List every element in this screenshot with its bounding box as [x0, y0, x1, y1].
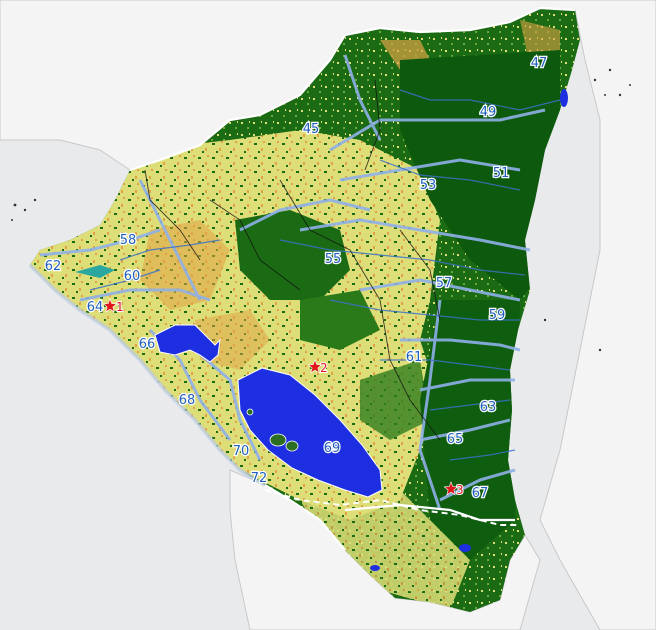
- pacific-coast-glow: [28, 263, 267, 487]
- small-lagoons: [75, 89, 568, 571]
- basin-label-53: 53: [420, 178, 437, 193]
- star-icon: [307, 359, 323, 374]
- star-icon: [102, 298, 118, 313]
- basin-label-57: 57: [436, 276, 453, 291]
- site-label-3: 3: [456, 483, 464, 497]
- study-sites: 1 2 3: [102, 298, 465, 498]
- lake-managua: [154, 324, 221, 363]
- lake-nicaragua: [237, 367, 383, 498]
- admin-lines: [144, 79, 441, 441]
- basin-label-69: 69: [324, 441, 341, 456]
- site-label-2: 2: [320, 361, 328, 375]
- basin-label-70: 70: [233, 444, 250, 459]
- basin-label-63: 63: [480, 400, 497, 415]
- lake-islands: [246, 408, 299, 452]
- site-marker-1: 1: [102, 298, 125, 315]
- star-icon: [443, 481, 459, 496]
- site-label-1: 1: [116, 300, 124, 314]
- basin-label-47: 47: [531, 56, 548, 71]
- basin-label-64: 64: [87, 300, 104, 315]
- site-marker-3: 3: [443, 481, 465, 498]
- basin-label-59: 59: [489, 308, 506, 323]
- basin-label-51: 51: [493, 166, 510, 181]
- basin-label-45: 45: [303, 122, 320, 137]
- basin-label-65: 65: [447, 432, 464, 447]
- basin-labels: 45 47 49 51 53 55 57 58 59 60 61 62 63 6…: [43, 55, 548, 503]
- site-marker-2: 2: [307, 359, 329, 376]
- caribbean-islets: [543, 68, 631, 352]
- basin-label-55: 55: [325, 252, 342, 267]
- basin-label-60: 60: [124, 269, 141, 284]
- river-network: [89, 89, 561, 461]
- gulf-islets: [11, 198, 37, 221]
- basin-label-58: 58: [120, 233, 137, 248]
- basin-label-67: 67: [472, 486, 489, 501]
- basin-label-49: 49: [480, 105, 497, 120]
- basin-label-72: 72: [251, 471, 268, 486]
- basin-label-62: 62: [45, 259, 62, 274]
- basin-label-61: 61: [406, 350, 423, 365]
- southern-border-dashed: [264, 489, 520, 526]
- basin-label-66: 66: [139, 337, 156, 352]
- basin-label-68: 68: [179, 393, 196, 408]
- country-border: [129, 6, 576, 551]
